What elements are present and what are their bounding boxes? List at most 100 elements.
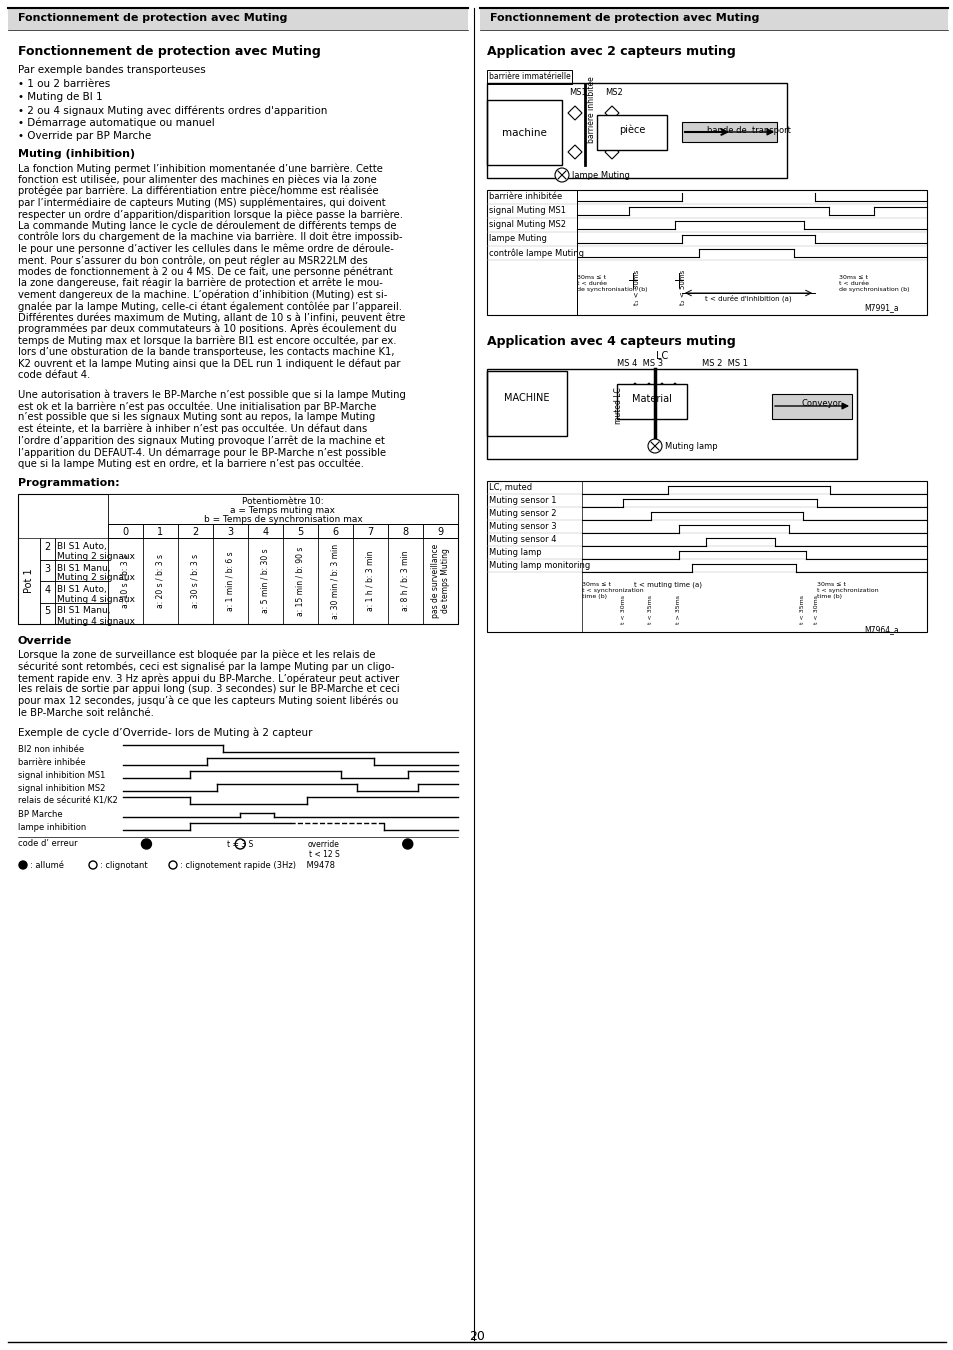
Text: gnalée par la lampe Muting, celle-ci étant également contôlée par l’appareil.: gnalée par la lampe Muting, celle-ci éta… — [18, 301, 401, 312]
Polygon shape — [604, 107, 618, 120]
Circle shape — [141, 838, 152, 849]
Polygon shape — [642, 383, 655, 396]
Text: a: 1 h / b: 3 min: a: 1 h / b: 3 min — [366, 551, 375, 612]
Text: BI S1 Manu,: BI S1 Manu, — [57, 563, 111, 572]
Text: 30ms ≤ t
t < durée
de synchronisation (b): 30ms ≤ t t < durée de synchronisation (b… — [839, 275, 909, 292]
Text: l’ordre d’apparition des signaux Muting provoque l’arrêt de la machine et: l’ordre d’apparition des signaux Muting … — [18, 436, 384, 446]
Text: que si la lampe Muting est en ordre, et la barriere n’est pas occultée.: que si la lampe Muting est en ordre, et … — [18, 459, 363, 468]
Text: lampe inhibition: lampe inhibition — [18, 824, 86, 832]
Text: Application avec 2 capteurs muting: Application avec 2 capteurs muting — [486, 45, 735, 58]
Bar — [479, 8, 947, 30]
Bar — [248, 539, 283, 624]
Text: 30ms ≤ t
t < synchronization
time (b): 30ms ≤ t t < synchronization time (b) — [581, 582, 643, 598]
Text: protégée par barrière. La différentiation entre pièce/homme est réalisée: protégée par barrière. La différentiatio… — [18, 186, 378, 197]
Text: : clignotement rapide (3Hz)    M9478: : clignotement rapide (3Hz) M9478 — [180, 861, 335, 869]
Text: : clignotant: : clignotant — [100, 861, 148, 869]
Text: Une autorisation à travers le BP-Marche n’est possible que si la lampe Muting: Une autorisation à travers le BP-Marche … — [18, 390, 405, 400]
Text: 3: 3 — [227, 526, 233, 537]
Bar — [317, 539, 353, 624]
Bar — [143, 539, 178, 624]
Bar — [353, 539, 388, 624]
Text: sécurité sont retombés, ceci est signalisé par la lampe Muting par un cligo-: sécurité sont retombés, ceci est signali… — [18, 662, 395, 672]
Bar — [317, 524, 353, 539]
Text: a: 5 min / b: 30 s: a: 5 min / b: 30 s — [261, 548, 270, 613]
Polygon shape — [668, 383, 680, 396]
Circle shape — [19, 861, 27, 869]
Text: t > 35ms: t > 35ms — [676, 595, 680, 624]
Bar — [143, 524, 178, 539]
Text: signal Muting MS2: signal Muting MS2 — [489, 220, 565, 230]
Text: 20: 20 — [469, 1330, 484, 1343]
Text: signal inhibition MS1: signal inhibition MS1 — [18, 771, 105, 780]
Bar — [108, 539, 143, 624]
Text: t < muting time (a): t < muting time (a) — [634, 582, 701, 589]
Text: 2: 2 — [405, 840, 410, 849]
Text: BP Marche: BP Marche — [18, 810, 63, 819]
Bar — [55, 539, 108, 559]
Text: a: 15 min / b: 90 s: a: 15 min / b: 90 s — [295, 547, 305, 616]
Text: t₂ < 50ms: t₂ < 50ms — [679, 270, 685, 305]
Text: fonction est utilisée, pour alimenter des machines en pièces via la zone: fonction est utilisée, pour alimenter de… — [18, 174, 376, 185]
Text: n’est possible que si les signaux Muting sont au repos, la lampe Muting: n’est possible que si les signaux Muting… — [18, 413, 375, 423]
Text: modes de fonctionnement à 2 ou 4 MS. De ce fait, une personne pénétrant: modes de fonctionnement à 2 ou 4 MS. De … — [18, 266, 393, 277]
Text: le BP-Marche soit relânché.: le BP-Marche soit relânché. — [18, 707, 153, 717]
Text: 8: 8 — [402, 526, 408, 537]
Text: respecter un ordre d’apparition/disparition lorsque la pièce passe la barrière.: respecter un ordre d’apparition/disparit… — [18, 209, 402, 220]
Polygon shape — [604, 144, 618, 159]
Bar — [178, 539, 213, 624]
Text: Muting 2 signaux: Muting 2 signaux — [57, 552, 135, 562]
Polygon shape — [567, 107, 581, 120]
Text: MS 4  MS 3: MS 4 MS 3 — [617, 359, 662, 369]
Text: Programmation:: Programmation: — [18, 478, 119, 487]
Text: machine: machine — [501, 128, 546, 138]
Text: 5: 5 — [297, 526, 303, 537]
Text: barrière inhibitée: barrière inhibitée — [586, 77, 596, 143]
Text: est ok et la barrière n’est pas occultée. Une initialisation par BP-Marche: est ok et la barrière n’est pas occultée… — [18, 401, 376, 412]
Bar — [486, 190, 926, 315]
Bar — [283, 524, 317, 539]
Text: Potentiomètre 10:: Potentiomètre 10: — [242, 497, 323, 506]
Text: 1: 1 — [144, 840, 149, 849]
Text: 30ms ≤ t
t < durée
de synchronisation (b): 30ms ≤ t t < durée de synchronisation (b… — [577, 275, 647, 292]
Bar — [178, 524, 213, 539]
Text: lors d’une obsturation de la bande transporteuse, les contacts machine K1,: lors d’une obsturation de la bande trans… — [18, 347, 395, 356]
Text: Muting (inhibition): Muting (inhibition) — [18, 148, 135, 159]
Bar — [213, 539, 248, 624]
Bar — [18, 494, 457, 624]
Text: ment. Pour s’assurer du bon contrôle, on peut régler au MSR22LM des: ment. Pour s’assurer du bon contrôle, on… — [18, 255, 367, 266]
Text: 7: 7 — [367, 526, 374, 537]
Text: 1: 1 — [157, 526, 163, 537]
Text: lampe Muting: lampe Muting — [489, 234, 546, 243]
Bar — [8, 8, 468, 30]
Bar — [771, 394, 851, 418]
Bar — [422, 539, 457, 624]
Text: a: 10 s / b: 3 s: a: 10 s / b: 3 s — [121, 554, 130, 608]
Text: Muting 2 signaux: Muting 2 signaux — [57, 574, 135, 582]
Text: signal inhibition MS2: signal inhibition MS2 — [18, 784, 105, 792]
Text: t < durée d'inhibition (a): t < durée d'inhibition (a) — [704, 296, 791, 302]
Text: La commande Muting lance le cycle de déroulement de différents temps de: La commande Muting lance le cycle de dér… — [18, 220, 396, 231]
Text: t < 35ms: t < 35ms — [648, 595, 653, 624]
Text: Exemple de cycle d’Override- lors de Muting à 2 capteur: Exemple de cycle d’Override- lors de Mut… — [18, 728, 313, 737]
Text: LC, muted: LC, muted — [489, 483, 532, 491]
Text: BI S1 Manu,: BI S1 Manu, — [57, 606, 111, 616]
Text: pièce: pièce — [618, 124, 644, 135]
Text: pas de surveillance
de temps Muting: pas de surveillance de temps Muting — [431, 544, 450, 618]
Text: Par exemple bandes transporteuses: Par exemple bandes transporteuses — [18, 65, 206, 76]
Text: lampe Muting: lampe Muting — [572, 171, 629, 180]
Text: BI S1 Auto,: BI S1 Auto, — [57, 541, 107, 551]
Bar — [486, 369, 856, 459]
Bar — [388, 539, 422, 624]
Text: Muting lamp monitoring: Muting lamp monitoring — [489, 562, 590, 570]
Text: 4: 4 — [262, 526, 269, 537]
Text: override
t < 12 S: override t < 12 S — [308, 840, 339, 860]
Text: 5: 5 — [45, 606, 51, 617]
Bar — [40, 559, 55, 580]
Text: • Muting de BI 1: • Muting de BI 1 — [18, 92, 103, 103]
Circle shape — [402, 838, 413, 849]
Text: MACHINE: MACHINE — [504, 393, 549, 404]
Polygon shape — [567, 144, 581, 159]
Text: a: 30 s / b: 3 s: a: 30 s / b: 3 s — [191, 554, 200, 608]
Text: Muting sensor 3: Muting sensor 3 — [489, 522, 556, 531]
Text: Lorsque la zone de surveillance est bloquée par la pièce et les relais de: Lorsque la zone de surveillance est bloq… — [18, 649, 375, 660]
